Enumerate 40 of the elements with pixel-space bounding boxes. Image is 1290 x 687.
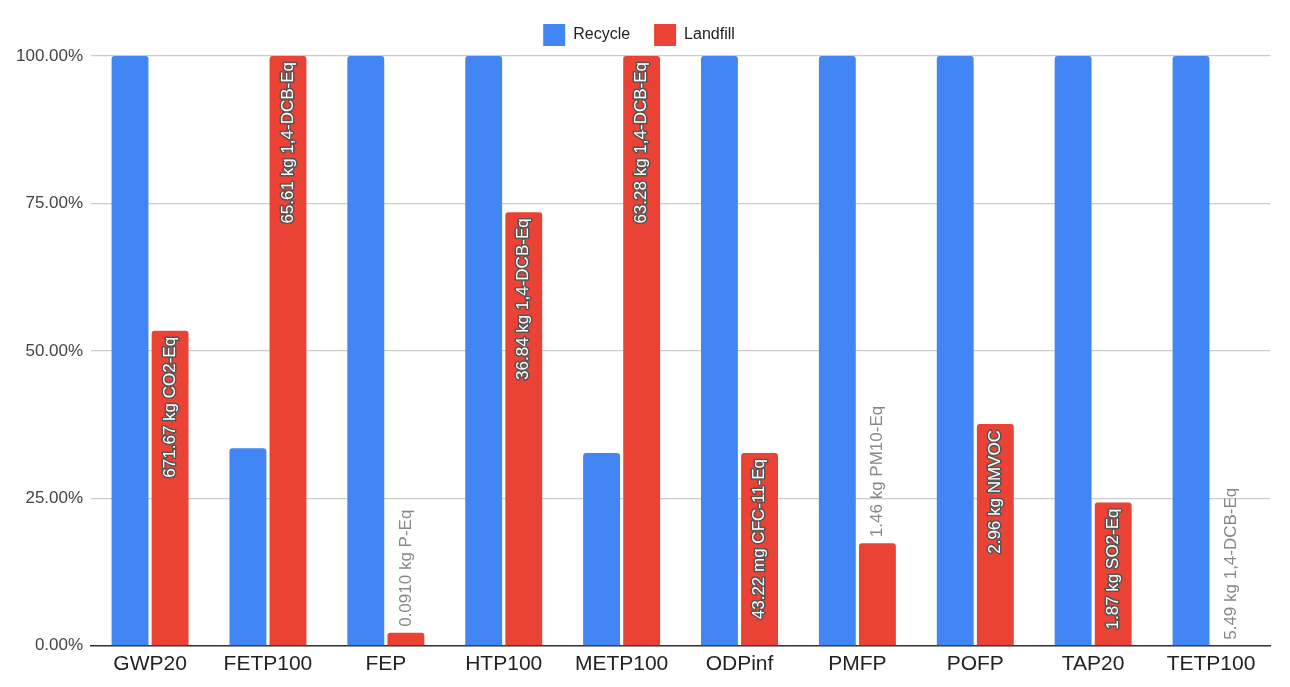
x-tick-label: ODPinf bbox=[705, 651, 774, 675]
bar bbox=[229, 448, 267, 646]
x-tick-label: GWP20 bbox=[113, 651, 187, 675]
annotation: 5.49 kg 1,4-DCB-Eq bbox=[1220, 487, 1240, 640]
bar bbox=[858, 543, 896, 646]
bar bbox=[387, 632, 425, 646]
annotation: 1.46 kg PM10-Eq bbox=[867, 405, 887, 538]
bar bbox=[1054, 56, 1092, 646]
bar bbox=[465, 56, 503, 646]
y-tick-label: 0.00% bbox=[34, 635, 84, 655]
annotation: 63.28 kg 1,4-DCB-Eq bbox=[631, 62, 651, 224]
x-tick-label: FETP100 bbox=[223, 651, 313, 675]
y-tick-label: 75.00% bbox=[25, 193, 84, 213]
legend-label: Recycle bbox=[573, 25, 631, 43]
x-tick-label: HTP100 bbox=[465, 651, 543, 675]
y-tick-label: 50.00% bbox=[25, 340, 84, 360]
bar bbox=[818, 56, 856, 646]
x-tick-label: TETP100 bbox=[1166, 651, 1256, 675]
x-tick-label: PMFP bbox=[828, 651, 887, 675]
legend-label: Landfill bbox=[684, 25, 735, 43]
bar bbox=[111, 56, 149, 646]
annotation: 36.84 kg 1,4-DCB-Eq bbox=[513, 218, 533, 380]
bar bbox=[1172, 56, 1210, 646]
bar bbox=[623, 56, 661, 646]
y-tick-label: 100.00% bbox=[15, 45, 84, 65]
x-tick-label: TAP20 bbox=[1061, 651, 1125, 675]
annotation: 671.67 kg CO2-Eq bbox=[159, 336, 179, 478]
bar bbox=[347, 56, 385, 646]
bar bbox=[583, 452, 621, 646]
annotation: 2.96 kg NMVOC bbox=[985, 430, 1005, 554]
annotation: 65.61 kg 1,4-DCB-Eq bbox=[277, 62, 297, 224]
x-tick-label: POFP bbox=[946, 651, 1004, 675]
y-tick-label: 25.00% bbox=[25, 488, 84, 508]
x-tick-label: METP100 bbox=[574, 651, 669, 675]
annotation: 0.0910 kg P-Eq bbox=[395, 509, 415, 627]
bar bbox=[936, 56, 974, 646]
annotation: 1.87 kg SO2-Eq bbox=[1102, 508, 1122, 630]
annotation: 43.22 mg CFC-11-Eq bbox=[749, 458, 769, 620]
x-tick-label: FEP bbox=[365, 651, 407, 675]
bar bbox=[701, 56, 738, 646]
